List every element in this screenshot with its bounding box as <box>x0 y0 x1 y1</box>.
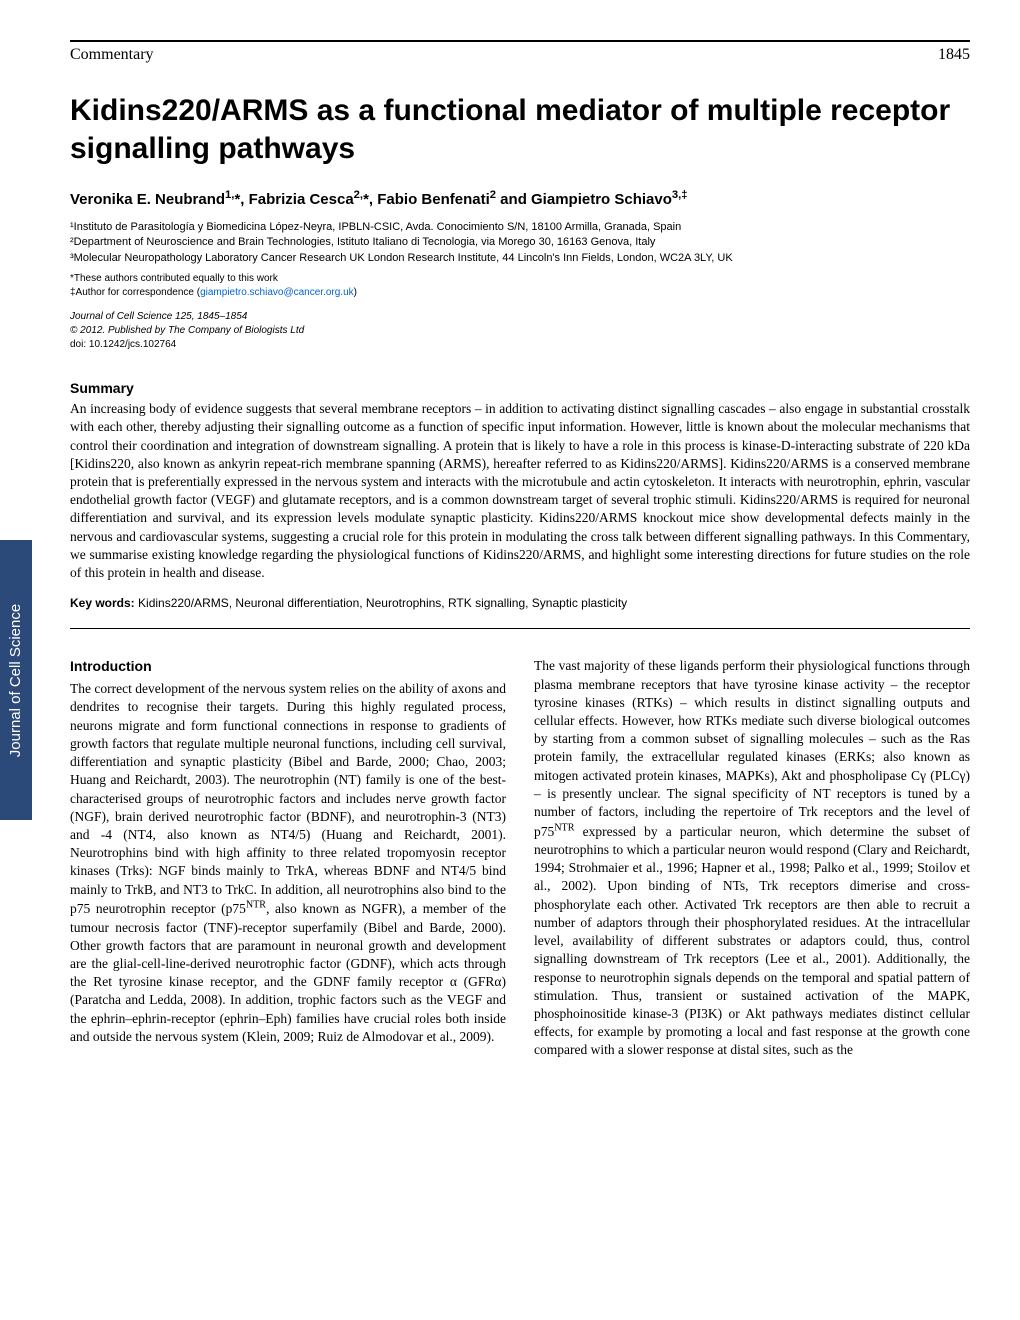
journal-doi: doi: 10.1242/jcs.102764 <box>70 338 970 352</box>
keywords-label: Key words: <box>70 596 135 610</box>
affiliation-line: ³Molecular Neuropathology Laboratory Can… <box>70 251 970 266</box>
page-number: 1845 <box>938 46 970 64</box>
correspondence-prefix: ‡Author for correspondence ( <box>70 287 200 298</box>
keywords-line: Key words: Kidins220/ARMS, Neuronal diff… <box>70 596 970 610</box>
author-list: Veronika E. Neubrand1,*, Fabrizia Cesca2… <box>70 189 970 208</box>
summary-heading: Summary <box>70 380 970 396</box>
correspondence-suffix: ) <box>354 287 357 298</box>
running-header: Commentary 1845 <box>70 46 970 64</box>
section-divider <box>70 628 970 629</box>
introduction-heading: Introduction <box>70 657 506 676</box>
article-title: Kidins220/ARMS as a functional mediator … <box>70 92 970 167</box>
affiliations-block: ¹Instituto de Parasitología y Biomedicin… <box>70 220 970 266</box>
top-rule <box>70 40 970 42</box>
correspondence-note: ‡Author for correspondence (giampietro.s… <box>70 286 970 300</box>
journal-sidebar-tab: Journal of Cell Science <box>0 540 32 820</box>
body-columns: Introduction The correct development of … <box>70 657 970 1059</box>
affiliation-line: ¹Instituto de Parasitología y Biomedicin… <box>70 220 970 235</box>
summary-body: An increasing body of evidence suggests … <box>70 400 970 582</box>
journal-copyright: © 2012. Published by The Company of Biol… <box>70 324 970 338</box>
journal-citation: Journal of Cell Science 125, 1845–1854 <box>70 310 970 324</box>
journal-meta: Journal of Cell Science 125, 1845–1854 ©… <box>70 310 970 352</box>
page-container: Journal of Cell Science Commentary 1845 … <box>0 0 1020 1100</box>
author-notes: *These authors contributed equally to th… <box>70 272 970 300</box>
introduction-col1: The correct development of the nervous s… <box>70 681 506 1044</box>
affiliation-line: ²Department of Neuroscience and Brain Te… <box>70 235 970 250</box>
section-label: Commentary <box>70 46 154 64</box>
introduction-col2: The vast majority of these ligands perfo… <box>534 658 970 1057</box>
column-right: The vast majority of these ligands perfo… <box>534 657 970 1059</box>
keywords-text: Kidins220/ARMS, Neuronal differentiation… <box>135 596 627 610</box>
equal-contribution-note: *These authors contributed equally to th… <box>70 272 970 286</box>
column-left: Introduction The correct development of … <box>70 657 506 1059</box>
correspondence-email[interactable]: giampietro.schiavo@cancer.org.uk <box>200 287 354 298</box>
journal-sidebar-label: Journal of Cell Science <box>8 603 25 756</box>
